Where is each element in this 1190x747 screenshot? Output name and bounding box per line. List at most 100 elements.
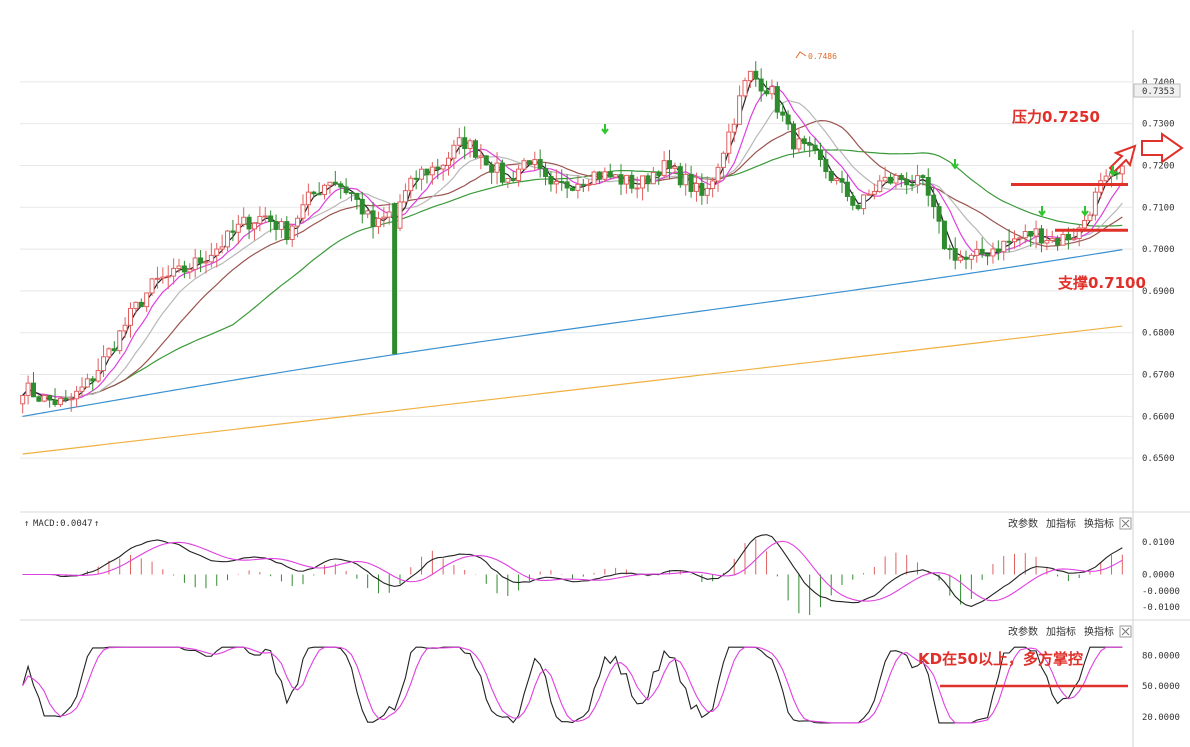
candle-body bbox=[429, 166, 435, 176]
candle-body bbox=[413, 177, 419, 180]
candle bbox=[839, 170, 845, 194]
candle-body bbox=[1028, 231, 1034, 237]
candle-body bbox=[931, 194, 937, 208]
candle bbox=[187, 263, 193, 280]
candle bbox=[532, 151, 538, 171]
candle-body bbox=[68, 398, 74, 401]
candle-body bbox=[1071, 238, 1077, 241]
candle bbox=[882, 166, 888, 185]
candle-body bbox=[483, 155, 489, 166]
macd-controls[interactable]: 改参数 加指标 换指标 bbox=[1008, 517, 1132, 530]
candle-body bbox=[737, 95, 743, 125]
candle-body bbox=[855, 204, 861, 210]
price-tick-label: 0.6600 bbox=[1142, 412, 1175, 422]
change-params-button[interactable]: 改参数 bbox=[1008, 517, 1038, 530]
candle bbox=[63, 389, 69, 403]
macd-tick-label: 0.0000 bbox=[1142, 571, 1175, 581]
candle-body bbox=[154, 277, 160, 280]
candle-body bbox=[925, 177, 931, 196]
candle-body bbox=[769, 86, 775, 95]
kd-switch-indicator-button[interactable]: 换指标 bbox=[1084, 625, 1114, 638]
candle-body bbox=[667, 160, 673, 169]
candle bbox=[952, 237, 958, 270]
candle-body bbox=[349, 192, 354, 195]
candle-body bbox=[111, 348, 117, 352]
add-indicator-button[interactable]: 加指标 bbox=[1046, 517, 1076, 530]
candle-body bbox=[332, 181, 338, 185]
candle bbox=[257, 206, 263, 232]
candle bbox=[1006, 228, 1012, 253]
candle-body bbox=[246, 216, 252, 230]
signal-arrow-icon bbox=[1081, 206, 1089, 217]
candle bbox=[235, 215, 241, 245]
candle bbox=[844, 174, 850, 202]
candle-body bbox=[494, 162, 500, 173]
macd-panel bbox=[22, 534, 1123, 616]
candle-body bbox=[532, 159, 538, 165]
candle bbox=[305, 183, 311, 216]
candle-body bbox=[764, 90, 770, 95]
candle bbox=[516, 165, 522, 187]
candle-body bbox=[472, 140, 478, 158]
kd-d-line bbox=[22, 646, 1123, 724]
candle bbox=[634, 176, 640, 199]
candle-body bbox=[656, 171, 662, 176]
candle-body bbox=[570, 187, 575, 191]
candle bbox=[214, 242, 220, 268]
candle bbox=[241, 207, 247, 227]
candle bbox=[629, 171, 635, 194]
candle-body bbox=[904, 178, 910, 186]
candle bbox=[284, 216, 290, 245]
candle-body bbox=[402, 190, 408, 203]
candle bbox=[769, 79, 775, 100]
candle bbox=[812, 138, 818, 155]
switch-indicator-button[interactable]: 换指标 bbox=[1084, 517, 1114, 530]
candle bbox=[543, 161, 549, 186]
candle-body bbox=[165, 275, 171, 278]
candle bbox=[133, 301, 139, 314]
candle-body bbox=[187, 268, 193, 273]
uptrend-arrow-icon bbox=[1108, 144, 1137, 174]
candle-body bbox=[596, 171, 602, 180]
candle-body bbox=[284, 221, 290, 240]
candle bbox=[753, 61, 759, 87]
candle-body bbox=[979, 248, 985, 255]
candle-body bbox=[419, 168, 425, 180]
candle bbox=[861, 194, 867, 215]
candle bbox=[758, 68, 764, 102]
candle-body bbox=[1017, 237, 1023, 240]
candle bbox=[90, 375, 96, 392]
kd-change-params-button[interactable]: 改参数 bbox=[1008, 625, 1038, 638]
candle-body bbox=[435, 166, 441, 170]
candle bbox=[1076, 224, 1082, 247]
candle-body bbox=[262, 215, 268, 218]
candle-body bbox=[1033, 228, 1039, 237]
candle bbox=[823, 151, 829, 179]
candle bbox=[720, 151, 726, 178]
candle bbox=[672, 162, 678, 175]
candle bbox=[537, 149, 543, 178]
candle-body bbox=[586, 183, 592, 186]
candle bbox=[645, 173, 651, 192]
candle bbox=[225, 230, 231, 252]
candle bbox=[273, 214, 279, 241]
candle-body bbox=[909, 184, 915, 187]
kd-note: KD在50以上，多方掌控 bbox=[918, 650, 1083, 668]
candle bbox=[365, 209, 371, 219]
candle bbox=[349, 191, 354, 202]
candle-body bbox=[828, 170, 834, 181]
candle bbox=[559, 169, 565, 191]
candle-body bbox=[1103, 175, 1109, 182]
kd-add-indicator-button[interactable]: 加指标 bbox=[1046, 625, 1076, 638]
kd-controls[interactable]: 改参数 加指标 换指标 bbox=[1008, 625, 1132, 638]
moving-average-lines bbox=[22, 76, 1123, 455]
candle-body bbox=[203, 261, 209, 264]
candle-body bbox=[106, 348, 112, 358]
candle bbox=[203, 250, 209, 274]
candle bbox=[963, 250, 969, 270]
candle-body bbox=[791, 123, 796, 150]
candle bbox=[478, 143, 484, 170]
candle bbox=[607, 163, 613, 179]
candle-body bbox=[801, 138, 807, 144]
candle bbox=[591, 170, 597, 186]
